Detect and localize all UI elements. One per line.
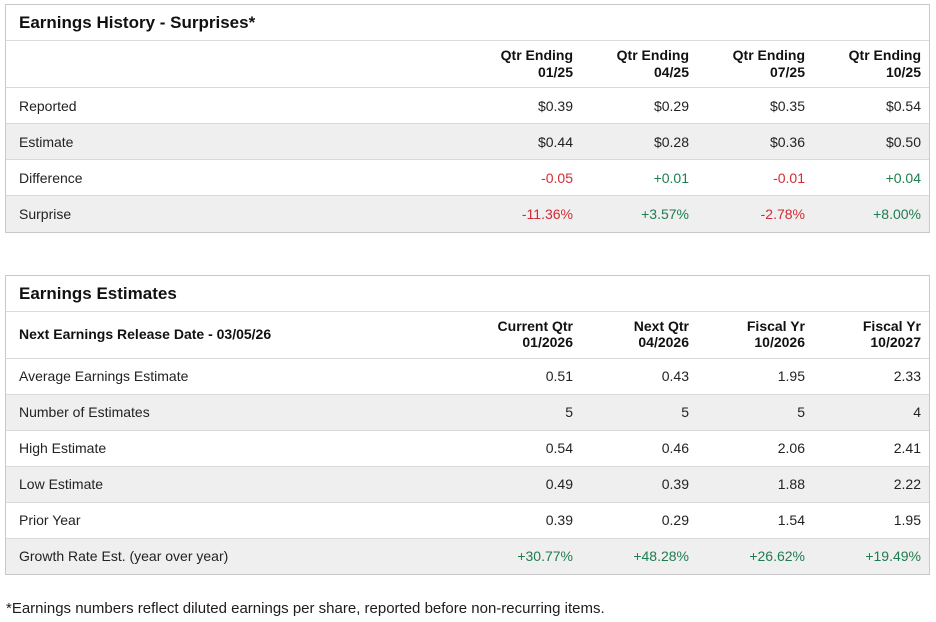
- value-cell: 0.39: [661, 476, 689, 493]
- row-label: Prior Year: [19, 512, 81, 529]
- value-cell: 0.51: [545, 368, 573, 385]
- value-cell: +26.62%: [749, 548, 805, 565]
- value-cell: 1.95: [777, 368, 805, 385]
- surprises-card: Earnings History - Surprises* Qtr Ending…: [5, 4, 930, 233]
- value-cell: $0.50: [885, 133, 921, 150]
- value-cell: $0.28: [653, 133, 689, 150]
- row-label: Difference: [19, 169, 83, 186]
- column-header-current-qtr: Current Qtr 01/2026: [497, 317, 573, 351]
- value-cell: -2.78%: [760, 205, 805, 222]
- value-cell: +3.57%: [641, 205, 689, 222]
- next-earnings-release-date: Next Earnings Release Date - 03/05/26: [19, 325, 272, 342]
- value-cell: 0.54: [545, 440, 573, 457]
- table-row-high-estimate: High Estimate 0.54 0.46 2.06 2.41: [6, 430, 929, 466]
- value-cell: 0.49: [545, 476, 573, 493]
- value-cell: $0.39: [537, 97, 573, 114]
- surprises-card-title: Earnings History - Surprises*: [6, 5, 929, 41]
- value-cell: $0.44: [537, 133, 573, 150]
- value-cell: +8.00%: [873, 205, 921, 222]
- estimates-table: Next Earnings Release Date - 03/05/26 Cu…: [6, 312, 929, 575]
- estimates-card: Earnings Estimates Next Earnings Release…: [5, 274, 930, 576]
- value-cell: 0.43: [661, 368, 689, 385]
- row-label: Estimate: [19, 133, 74, 150]
- value-cell: $0.29: [653, 97, 689, 114]
- value-cell: 2.41: [893, 440, 921, 457]
- row-label: Surprise: [19, 205, 72, 222]
- value-cell: 0.46: [661, 440, 689, 457]
- value-cell: 5: [681, 404, 689, 421]
- surprises-header-row: Qtr Ending 01/25 Qtr Ending 04/25 Qtr En…: [6, 41, 929, 88]
- column-header-fiscal-yr-2027: Fiscal Yr 10/2027: [862, 317, 921, 351]
- value-cell: 5: [565, 404, 573, 421]
- table-row-prior-year: Prior Year 0.39 0.29 1.54 1.95: [6, 502, 929, 538]
- value-cell: 2.06: [777, 440, 805, 457]
- table-row-difference: Difference -0.05 +0.01 -0.01 +0.04: [6, 159, 929, 196]
- column-header-fiscal-yr-2026: Fiscal Yr 10/2026: [746, 317, 805, 351]
- row-label: Growth Rate Est. (year over year): [19, 548, 229, 565]
- earnings-footnote: *Earnings numbers reflect diluted earnin…: [6, 600, 605, 618]
- row-label: Low Estimate: [19, 476, 104, 493]
- column-header-qtr-1025: Qtr Ending 10/25: [848, 47, 921, 80]
- value-cell: +0.01: [653, 169, 689, 186]
- estimates-card-title: Earnings Estimates: [6, 276, 929, 312]
- table-row-low-estimate: Low Estimate 0.49 0.39 1.88 2.22: [6, 466, 929, 503]
- surprises-table: Qtr Ending 01/25 Qtr Ending 04/25 Qtr En…: [6, 41, 929, 232]
- value-cell: -11.36%: [521, 205, 573, 222]
- value-cell: $0.54: [885, 97, 921, 114]
- row-label: Reported: [19, 97, 77, 114]
- value-cell: +48.28%: [633, 548, 689, 565]
- value-cell: 0.39: [545, 512, 573, 529]
- column-header-qtr-0725: Qtr Ending 07/25: [732, 47, 805, 80]
- table-row-reported: Reported $0.39 $0.29 $0.35 $0.54: [6, 87, 929, 124]
- value-cell: 2.33: [893, 368, 921, 385]
- row-label: High Estimate: [19, 440, 107, 457]
- row-label: Average Earnings Estimate: [19, 368, 189, 385]
- table-row-surprise: Surprise -11.36% +3.57% -2.78% +8.00%: [6, 195, 929, 232]
- value-cell: 5: [797, 404, 805, 421]
- estimates-header-row: Next Earnings Release Date - 03/05/26 Cu…: [6, 312, 929, 359]
- value-cell: 0.29: [661, 512, 689, 529]
- value-cell: 1.54: [777, 512, 805, 529]
- value-cell: +0.04: [885, 169, 921, 186]
- table-row-growth-rate: Growth Rate Est. (year over year) +30.77…: [6, 538, 929, 575]
- value-cell: 1.88: [777, 476, 805, 493]
- column-header-qtr-0125: Qtr Ending 01/25: [500, 47, 573, 80]
- value-cell: -0.01: [773, 169, 805, 186]
- value-cell: 2.22: [893, 476, 921, 493]
- empty-header-cell: [6, 41, 465, 88]
- table-row-average-estimate: Average Earnings Estimate 0.51 0.43 1.95…: [6, 358, 929, 394]
- value-cell: +30.77%: [517, 548, 573, 565]
- value-cell: $0.36: [769, 133, 805, 150]
- value-cell: 1.95: [893, 512, 921, 529]
- value-cell: -0.05: [541, 169, 573, 186]
- value-cell: 4: [913, 404, 921, 421]
- column-header-qtr-0425: Qtr Ending 04/25: [616, 47, 689, 80]
- value-cell: +19.49%: [865, 548, 921, 565]
- value-cell: $0.35: [769, 97, 805, 114]
- row-label: Number of Estimates: [19, 404, 150, 421]
- table-row-number-of-estimates: Number of Estimates 5 5 5 4: [6, 394, 929, 431]
- column-header-next-qtr: Next Qtr 04/2026: [633, 317, 689, 351]
- table-row-estimate: Estimate $0.44 $0.28 $0.36 $0.50: [6, 123, 929, 160]
